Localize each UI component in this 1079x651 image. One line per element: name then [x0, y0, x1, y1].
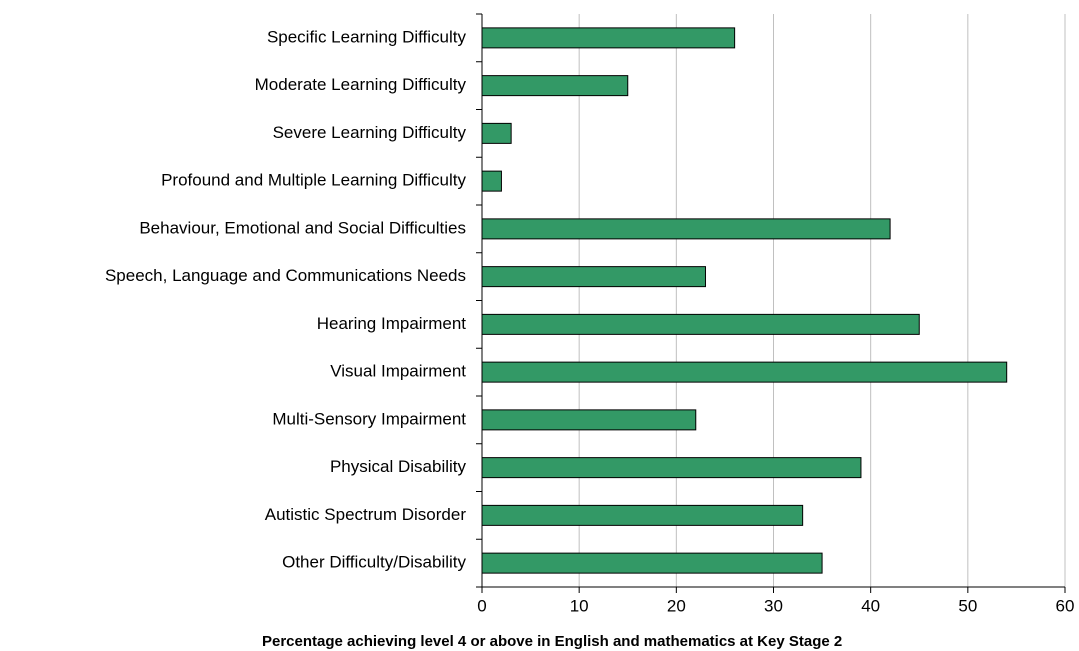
y-tick-label: Behaviour, Emotional and Social Difficul… [139, 218, 466, 237]
bar [481, 361, 1008, 383]
bar [481, 504, 804, 526]
bar [481, 457, 862, 479]
bar [481, 170, 502, 192]
bar [481, 266, 706, 288]
bar [481, 27, 736, 49]
y-tick-label: Speech, Language and Communications Need… [105, 266, 466, 285]
x-tick-label: 10 [570, 596, 589, 615]
bar [481, 75, 629, 97]
x-tick-label: 20 [667, 596, 686, 615]
y-tick-label: Multi-Sensory Impairment [272, 409, 466, 428]
x-tick-label: 30 [764, 596, 783, 615]
y-tick-label: Visual Impairment [330, 362, 466, 381]
x-tick-label: 0 [477, 596, 486, 615]
y-tick-label: Moderate Learning Difficulty [255, 75, 467, 94]
bar [481, 313, 920, 335]
y-tick-label: Hearing Impairment [317, 314, 467, 333]
y-tick-label: Specific Learning Difficulty [267, 27, 467, 46]
y-tick-label: Other Difficulty/Disability [282, 553, 466, 572]
x-tick-label: 40 [861, 596, 880, 615]
bar [481, 122, 512, 144]
y-tick-label: Physical Disability [330, 457, 467, 476]
bar [481, 218, 891, 240]
bar [481, 409, 697, 431]
y-tick-label: Autistic Spectrum Disorder [265, 505, 467, 524]
x-tick-label: 50 [958, 596, 977, 615]
x-axis-label: Percentage achieving level 4 or above in… [262, 633, 842, 650]
y-tick-label: Severe Learning Difficulty [273, 123, 467, 142]
x-tick-label: 60 [1056, 596, 1075, 615]
bar [481, 552, 823, 574]
y-tick-label: Profound and Multiple Learning Difficult… [161, 171, 466, 190]
